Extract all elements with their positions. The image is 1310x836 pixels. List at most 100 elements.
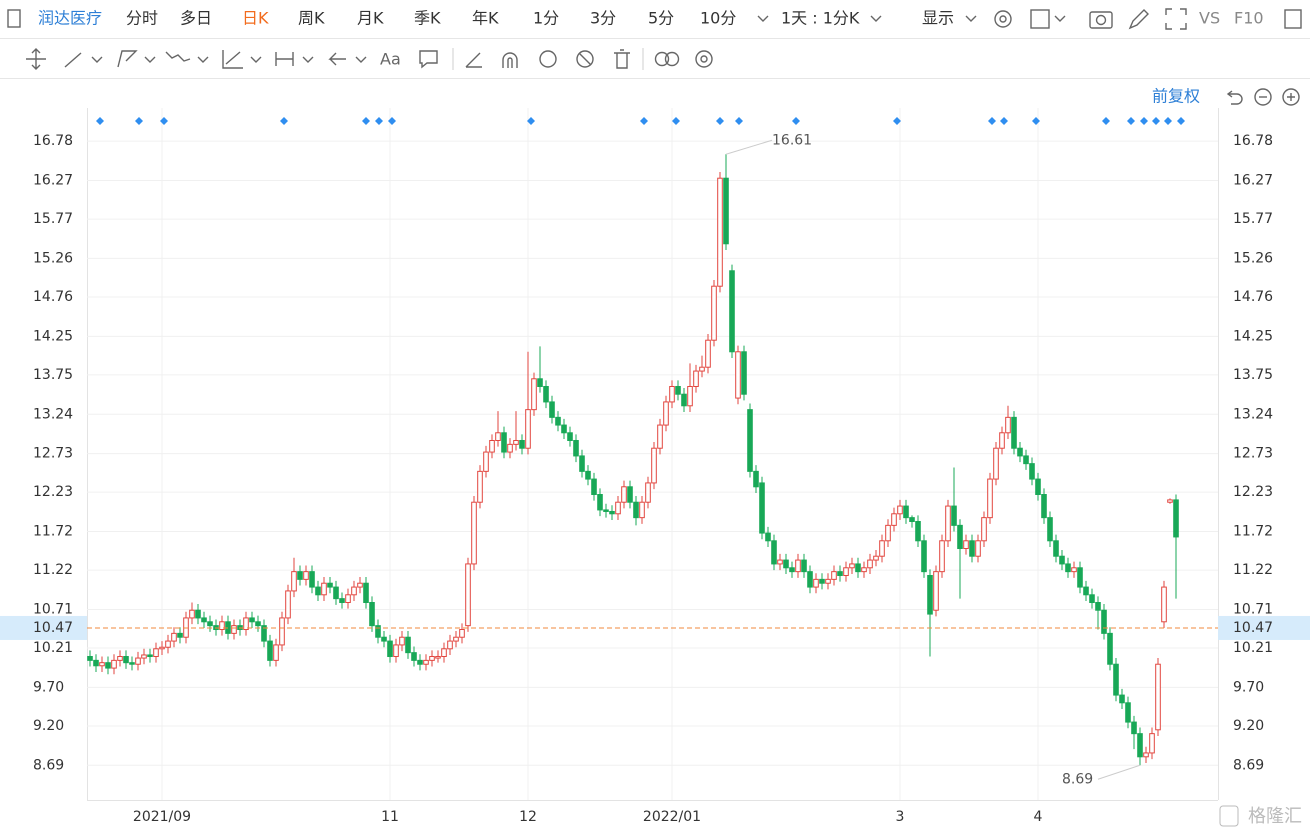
period-tab[interactable]: 日K: [242, 9, 269, 28]
f10[interactable]: F10: [1234, 9, 1264, 28]
period-tab[interactable]: 分时: [126, 9, 158, 28]
chevron[interactable]: [197, 56, 209, 63]
event-marker[interactable]: [362, 117, 370, 125]
candle-body: [579, 455, 585, 472]
chevron[interactable]: [302, 56, 314, 63]
line-tool[interactable]: [64, 52, 82, 68]
period-tab[interactable]: 年K: [472, 9, 499, 28]
event-marker[interactable]: [1152, 117, 1160, 125]
candle-body: [621, 486, 627, 503]
candle-body: [1149, 733, 1155, 754]
event-marker[interactable]: [735, 117, 743, 125]
settings-icon[interactable]: [994, 10, 1012, 28]
period-tab[interactable]: 季K: [414, 9, 441, 28]
event-marker[interactable]: [1164, 117, 1172, 125]
candle-body: [315, 586, 321, 596]
chevron[interactable]: [91, 56, 103, 63]
event-marker[interactable]: [1127, 117, 1135, 125]
event-marker[interactable]: [893, 117, 901, 125]
comment-tool[interactable]: [419, 50, 438, 69]
y-tick-label: 16.27: [33, 173, 73, 189]
candle-body: [975, 540, 981, 557]
candle-body: [873, 555, 879, 561]
period-tab[interactable]: 5分: [648, 9, 674, 28]
event-marker[interactable]: [640, 117, 648, 125]
candle-body: [753, 470, 759, 488]
zoom-in-plus: [1287, 93, 1295, 101]
hide-tool[interactable]: [576, 50, 594, 68]
text-tool[interactable]: Aa: [380, 50, 401, 69]
camera-icon[interactable]: [1089, 11, 1113, 29]
chevron[interactable]: [1054, 15, 1066, 22]
measure-tool[interactable]: [275, 52, 294, 66]
panel-toggle[interactable]: [1284, 9, 1302, 29]
event-marker[interactable]: [1140, 117, 1148, 125]
period-tab[interactable]: 1分: [533, 9, 559, 28]
event-marker[interactable]: [375, 117, 383, 125]
period-tab[interactable]: 月K: [357, 9, 384, 28]
event-marker[interactable]: [160, 117, 168, 125]
adjust-mode[interactable]: 前复权: [1152, 87, 1200, 106]
shape-tool[interactable]: [117, 50, 138, 68]
layout-icon[interactable]: [1030, 9, 1050, 29]
period-tab[interactable]: 多日: [180, 9, 212, 28]
reset-icon[interactable]: [1226, 90, 1243, 105]
event-marker[interactable]: [792, 117, 800, 125]
chevron[interactable]: [355, 56, 367, 63]
event-marker[interactable]: [716, 117, 724, 125]
compare[interactable]: VS: [1199, 9, 1220, 28]
stock-name[interactable]: 润达医疗: [38, 9, 102, 28]
interval[interactable]: 1天 : 1分K: [781, 9, 860, 28]
angle-tool[interactable]: [465, 52, 482, 68]
period-tab[interactable]: 3分: [590, 9, 616, 28]
y-tick-label-right: 14.25: [1233, 328, 1273, 344]
pencil-icon[interactable]: [1128, 9, 1149, 30]
event-marker[interactable]: [280, 117, 288, 125]
sync-tool[interactable]: [539, 50, 557, 68]
fib-tool[interactable]: [222, 50, 243, 69]
period-tab[interactable]: 10分: [700, 9, 736, 28]
candle-body: [867, 559, 873, 569]
move-tool[interactable]: [26, 48, 46, 70]
candle-body: [819, 578, 825, 584]
event-marker[interactable]: [1032, 117, 1040, 125]
candle-body: [195, 609, 201, 619]
chart-settings[interactable]: [695, 50, 713, 68]
zoom-out[interactable]: [1254, 88, 1272, 106]
candle-body: [933, 571, 939, 611]
event-marker[interactable]: [135, 117, 143, 125]
pattern-tool[interactable]: [165, 51, 191, 62]
event-marker[interactable]: [527, 117, 535, 125]
candle-body: [525, 409, 531, 449]
delete-tool[interactable]: [614, 49, 630, 69]
candle-body: [501, 432, 507, 453]
fullscreen-icon[interactable]: [1165, 8, 1187, 30]
chevron[interactable]: [144, 56, 156, 63]
event-marker[interactable]: [988, 117, 996, 125]
event-marker[interactable]: [1177, 117, 1185, 125]
overlay-tool[interactable]: [654, 51, 670, 67]
display[interactable]: 显示: [922, 9, 954, 28]
sidebar-toggle[interactable]: [7, 9, 21, 28]
period-tab[interactable]: 周K: [298, 9, 325, 28]
candle-body: [585, 470, 591, 480]
chevron[interactable]: [870, 15, 882, 22]
event-marker[interactable]: [1000, 117, 1008, 125]
event-marker[interactable]: [96, 117, 104, 125]
candle-body: [615, 501, 621, 515]
zoom-in[interactable]: [1282, 88, 1300, 106]
chevron[interactable]: [965, 15, 977, 22]
candle-body: [1137, 733, 1143, 758]
event-marker[interactable]: [388, 117, 396, 125]
chevron[interactable]: [757, 15, 769, 22]
chevron[interactable]: [250, 56, 262, 63]
reference-label: 10.47: [33, 620, 73, 636]
event-marker[interactable]: [1102, 117, 1110, 125]
magnet-tool[interactable]: [502, 52, 518, 68]
candle-body: [1023, 455, 1029, 465]
event-marker[interactable]: [672, 117, 680, 125]
candle-body: [633, 501, 639, 519]
y-tick-label: 10.71: [33, 601, 73, 617]
candle-body: [969, 540, 975, 557]
arrow-tool[interactable]: [328, 52, 346, 66]
